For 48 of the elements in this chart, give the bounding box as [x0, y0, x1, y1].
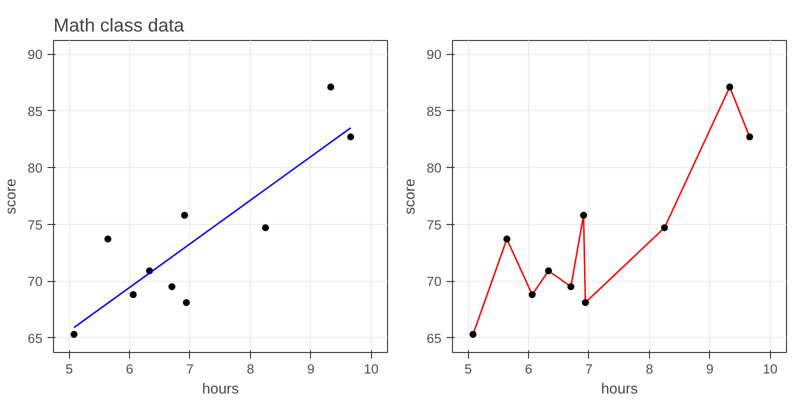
point: [262, 224, 269, 232]
point: [70, 330, 78, 338]
x-tick-label: 8: [646, 362, 654, 376]
x-axis-title: hours: [202, 382, 239, 398]
y-tick-label: 85: [28, 104, 43, 119]
point: [545, 267, 552, 274]
point: [580, 212, 588, 219]
point: [130, 291, 137, 298]
y-tick-label: 70: [426, 274, 442, 290]
x-tick-label: 5: [65, 362, 73, 376]
x-tick-label: 5: [464, 362, 472, 376]
point: [726, 84, 734, 91]
point: [503, 236, 510, 243]
y-tick-label: 75: [28, 217, 43, 232]
point: [582, 299, 589, 306]
x-tick-label: 10: [762, 362, 778, 376]
x-tick-label: 6: [524, 362, 532, 376]
x-tick-label: 6: [126, 362, 134, 376]
x-tick-label: 10: [364, 362, 379, 376]
point: [327, 84, 334, 91]
point: [168, 283, 176, 290]
y-axis-title: score: [402, 178, 419, 214]
x-tick-label: 7: [186, 362, 194, 376]
y-tick-label: 65: [28, 330, 43, 346]
y-tick-label: 80: [426, 160, 442, 176]
chart-title: Math class data: [54, 14, 185, 36]
x-axis-title: hours: [601, 382, 638, 398]
x-tick-label: 8: [246, 362, 254, 376]
y-tick-label: 75: [426, 217, 442, 232]
point: [470, 330, 477, 338]
point: [347, 133, 354, 140]
point: [660, 224, 668, 232]
y-tick-label: 90: [426, 47, 442, 62]
point: [104, 236, 112, 243]
y-tick-label: 70: [28, 274, 43, 290]
y-tick-label: 65: [426, 330, 442, 346]
point: [181, 212, 188, 219]
x-tick-label: 9: [706, 362, 714, 376]
x-tick-label: 7: [585, 362, 593, 376]
x-tick-label: 9: [307, 362, 315, 376]
point: [528, 291, 536, 298]
y-tick-label: 80: [28, 160, 43, 176]
point: [567, 283, 574, 290]
y-tick-label: 90: [28, 47, 43, 62]
point: [746, 133, 754, 140]
y-tick-label: 85: [426, 104, 442, 119]
point: [182, 299, 190, 306]
y-axis-title: score: [4, 178, 20, 214]
